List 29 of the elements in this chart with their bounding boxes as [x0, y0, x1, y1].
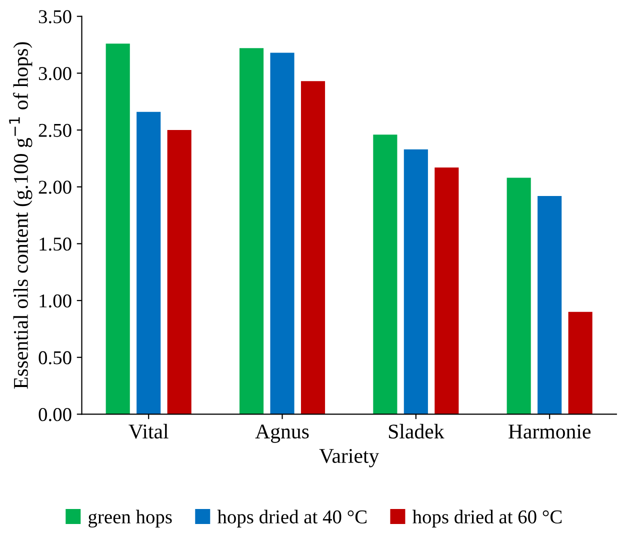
- bar: [568, 312, 592, 414]
- legend-label: green hops: [88, 510, 172, 528]
- bar: [106, 44, 130, 414]
- y-tick-label: 1.00: [40, 294, 72, 308]
- x-tick-label: Vital: [128, 424, 168, 439]
- x-axis-title: Variety: [319, 448, 380, 468]
- y-tick-label: 3.50: [38, 10, 72, 24]
- y-tick-label: 3.00: [38, 67, 72, 80]
- x-tick-label: Agnus: [255, 424, 309, 443]
- x-tick-label: Sladek: [388, 424, 444, 439]
- bar: [434, 168, 459, 414]
- legend-label: hops dried at 40 °C: [217, 510, 367, 528]
- bar: [538, 196, 562, 414]
- bar: [136, 112, 161, 414]
- y-tick-label: 2.00: [38, 180, 72, 194]
- y-tick-label: 0.50: [38, 351, 72, 364]
- bar: [506, 178, 531, 414]
- y-tick-label: 0.00: [38, 408, 72, 422]
- y-axis-title: Essential oils content (g.100 g$^{−1}$ of hops): [9, 42, 32, 389]
- y-tick-label: 1.50: [40, 238, 72, 251]
- bar: [270, 52, 294, 414]
- y-tick-label: 2.50: [38, 124, 72, 138]
- bar: [373, 134, 398, 414]
- bar: [300, 81, 326, 414]
- bar: [404, 149, 428, 414]
- legend-label: hops dried at 60 °C: [412, 510, 562, 528]
- x-tick-label: Harmonie: [508, 424, 591, 439]
- bar: [167, 130, 192, 414]
- bar: [239, 48, 264, 414]
